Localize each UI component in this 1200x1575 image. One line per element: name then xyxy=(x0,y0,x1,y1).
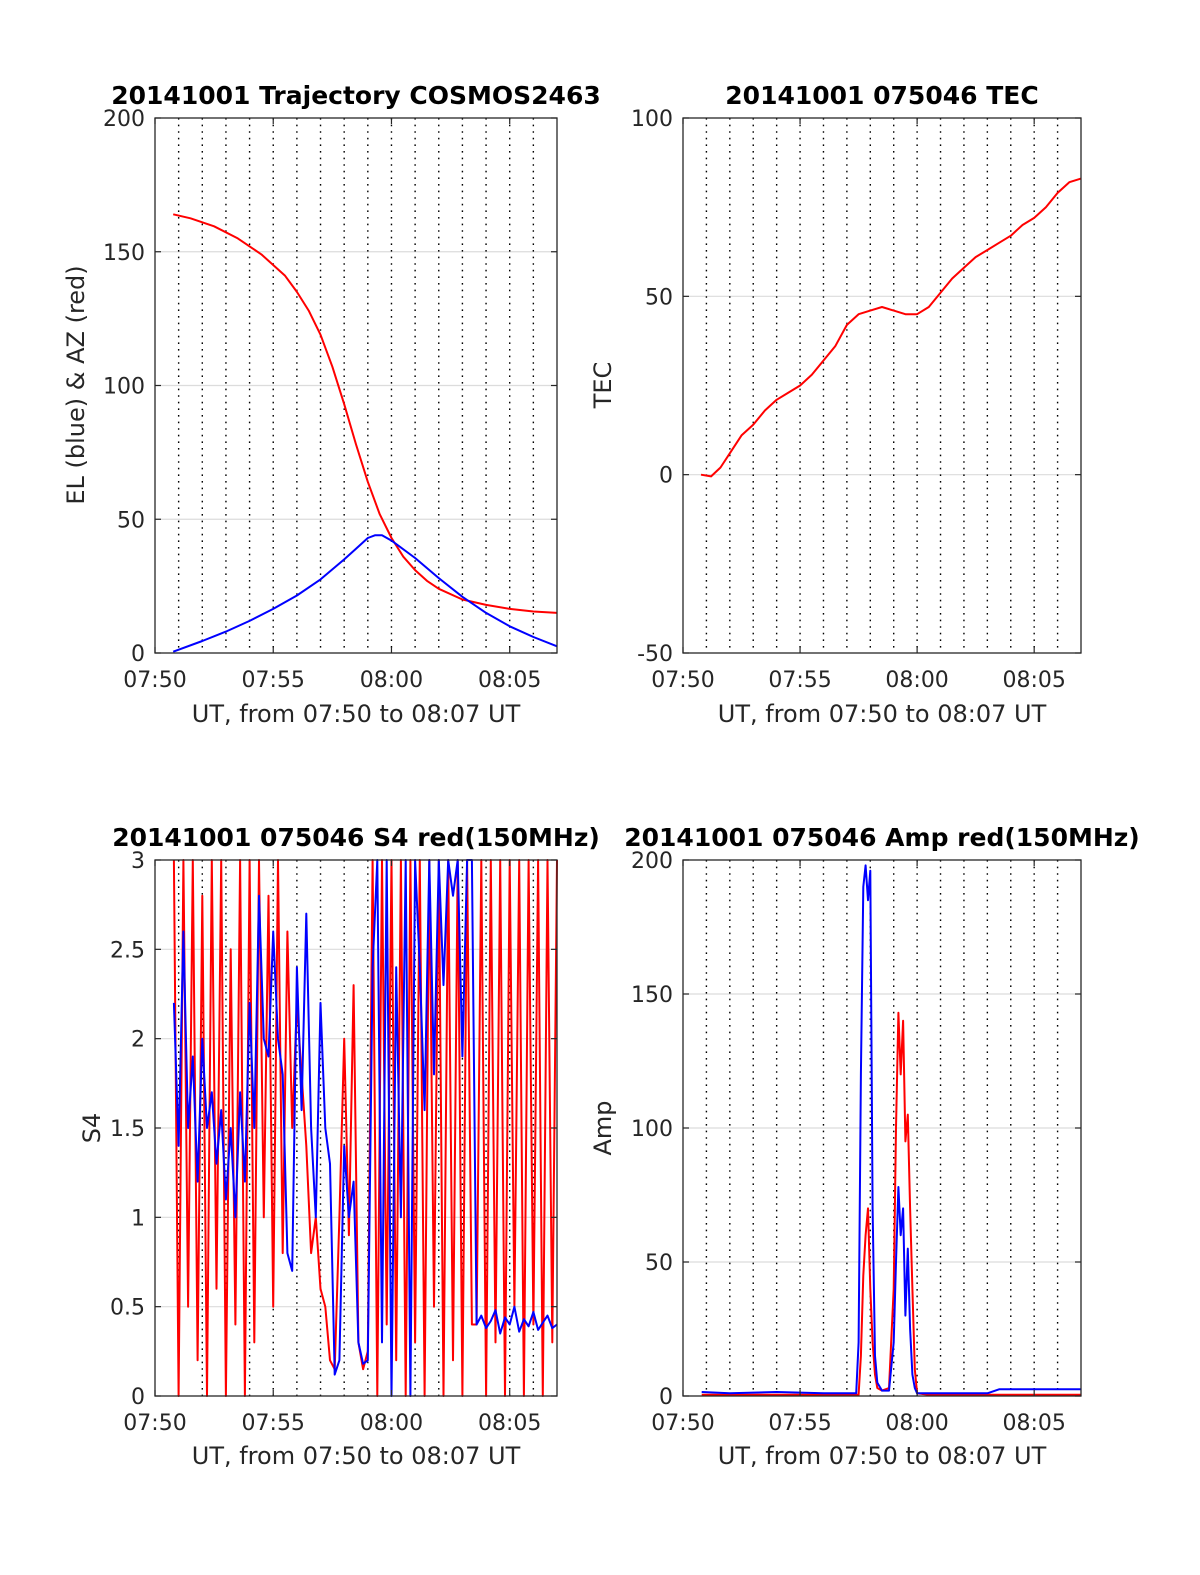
trajectory-y-tick-label: 200 xyxy=(103,107,145,132)
tec-y-tick-label: -50 xyxy=(637,642,673,667)
tec-ticks: 07:50 07:55 08:00 08:05 -50 0 50 100 xyxy=(631,107,1081,693)
s4-panel: 07:50 07:55 08:00 08:05 0 0.5 1 1.5 2 2.5 3 201410… xyxy=(78,823,600,1470)
amp-y-tick-label: 0 xyxy=(659,1385,673,1410)
tec-series-0-line xyxy=(700,177,1082,478)
tec-x-axis-label: UT, from 07:50 to 08:07 UT xyxy=(718,700,1047,728)
trajectory-x-tick-label: 08:00 xyxy=(360,668,423,693)
s4-y-tick-label: 2.5 xyxy=(110,938,145,963)
amp-title: 20141001 075046 Amp red(150MHz) xyxy=(624,823,1140,852)
s4-series xyxy=(172,859,558,1397)
s4-x-tick-label: 08:00 xyxy=(360,1411,423,1436)
trajectory-title: 20141001 Trajectory COSMOS2463 xyxy=(111,81,601,110)
trajectory-x-axis-label: UT, from 07:50 to 08:07 UT xyxy=(192,700,521,728)
amp-x-tick-label: 07:50 xyxy=(651,1411,714,1436)
s4-y-tick-label: 1 xyxy=(131,1206,145,1231)
amp-y-tick-label: 100 xyxy=(631,1117,673,1142)
trajectory-panel: 07:50 07:55 08:00 08:05 0 50 100 150 200 2014100… xyxy=(62,81,601,728)
s4-series-0-line xyxy=(172,859,558,1397)
amp-x-tick-label: 08:00 xyxy=(885,1411,948,1436)
s4-y-tick-label: 0 xyxy=(131,1385,145,1410)
tec-x-tick-label: 07:50 xyxy=(651,668,714,693)
tec-grid xyxy=(683,295,1081,476)
amp-y-tick-label: 50 xyxy=(645,1251,673,1276)
amp-x-tick-label: 07:55 xyxy=(768,1411,831,1436)
trajectory-y-tick-label: 0 xyxy=(131,642,145,667)
s4-y-axis-label: S4 xyxy=(78,1113,106,1144)
trajectory-x-tick-label: 08:05 xyxy=(478,668,541,693)
tec-y-tick-label: 100 xyxy=(631,107,673,132)
tec-x-tick-label: 07:55 xyxy=(768,668,831,693)
s4-x-axis-label: UT, from 07:50 to 08:07 UT xyxy=(192,1442,521,1470)
s4-y-tick-label: 2 xyxy=(131,1028,145,1053)
trajectory-series-1-line xyxy=(172,534,558,653)
s4-ticks: 07:50 07:55 08:00 08:05 0 0.5 1 1.5 2 2.5 3 xyxy=(110,849,557,1436)
s4-x-tick-label: 08:05 xyxy=(478,1411,541,1436)
amp-x-axis-label: UT, from 07:50 to 08:07 UT xyxy=(718,1442,1047,1470)
trajectory-y-tick-label: 150 xyxy=(103,241,145,266)
tec-y-tick-label: 50 xyxy=(645,285,673,310)
trajectory-x-tick-label: 07:50 xyxy=(123,668,186,693)
tec-x-tick-label: 08:00 xyxy=(885,668,948,693)
s4-y-tick-label: 1.5 xyxy=(110,1117,145,1142)
amp-series-0-line xyxy=(701,1011,1081,1396)
amp-ticks: 07:50 07:55 08:00 08:05 0 50 100 150 200 xyxy=(631,849,1081,1436)
trajectory-y-tick-label: 100 xyxy=(103,375,145,400)
trajectory-grid xyxy=(155,251,557,520)
s4-x-tick-label: 07:55 xyxy=(242,1411,305,1436)
amp-y-tick-label: 200 xyxy=(631,849,673,874)
trajectory-series xyxy=(172,213,558,653)
tec-y-tick-label: 0 xyxy=(659,464,673,489)
s4-series-1-line xyxy=(172,859,558,1397)
s4-y-tick-label: 0.5 xyxy=(110,1296,145,1321)
tec-panel: 07:50 07:55 08:00 08:05 -50 0 50 100 20141001 0… xyxy=(589,81,1082,728)
trajectory-y-tick-label: 50 xyxy=(117,508,145,533)
tec-title: 20141001 075046 TEC xyxy=(725,81,1038,110)
amp-x-tick-label: 08:05 xyxy=(1002,1411,1065,1436)
tec-plot-area xyxy=(683,118,1081,653)
amp-y-axis-label: Amp xyxy=(589,1100,617,1155)
s4-x-tick-label: 07:50 xyxy=(123,1411,186,1436)
trajectory-y-axis-label: EL (blue) & AZ (red) xyxy=(62,265,90,504)
tec-axes-box xyxy=(682,117,1082,654)
tec-series xyxy=(700,177,1082,478)
s4-title: 20141001 075046 S4 red(150MHz) xyxy=(112,823,600,852)
amp-grid xyxy=(683,993,1081,1263)
amp-panel: 07:50 07:55 08:00 08:05 0 50 100 150 200 2014100… xyxy=(589,823,1140,1470)
tec-y-axis-label: TEC xyxy=(589,362,617,410)
trajectory-x-tick-label: 07:55 xyxy=(242,668,305,693)
trajectory-ticks: 07:50 07:55 08:00 08:05 0 50 100 150 200 xyxy=(103,107,557,693)
tec-x-tick-label: 08:05 xyxy=(1002,668,1065,693)
s4-y-tick-label: 3 xyxy=(131,849,145,874)
amp-y-tick-label: 150 xyxy=(631,983,673,1008)
